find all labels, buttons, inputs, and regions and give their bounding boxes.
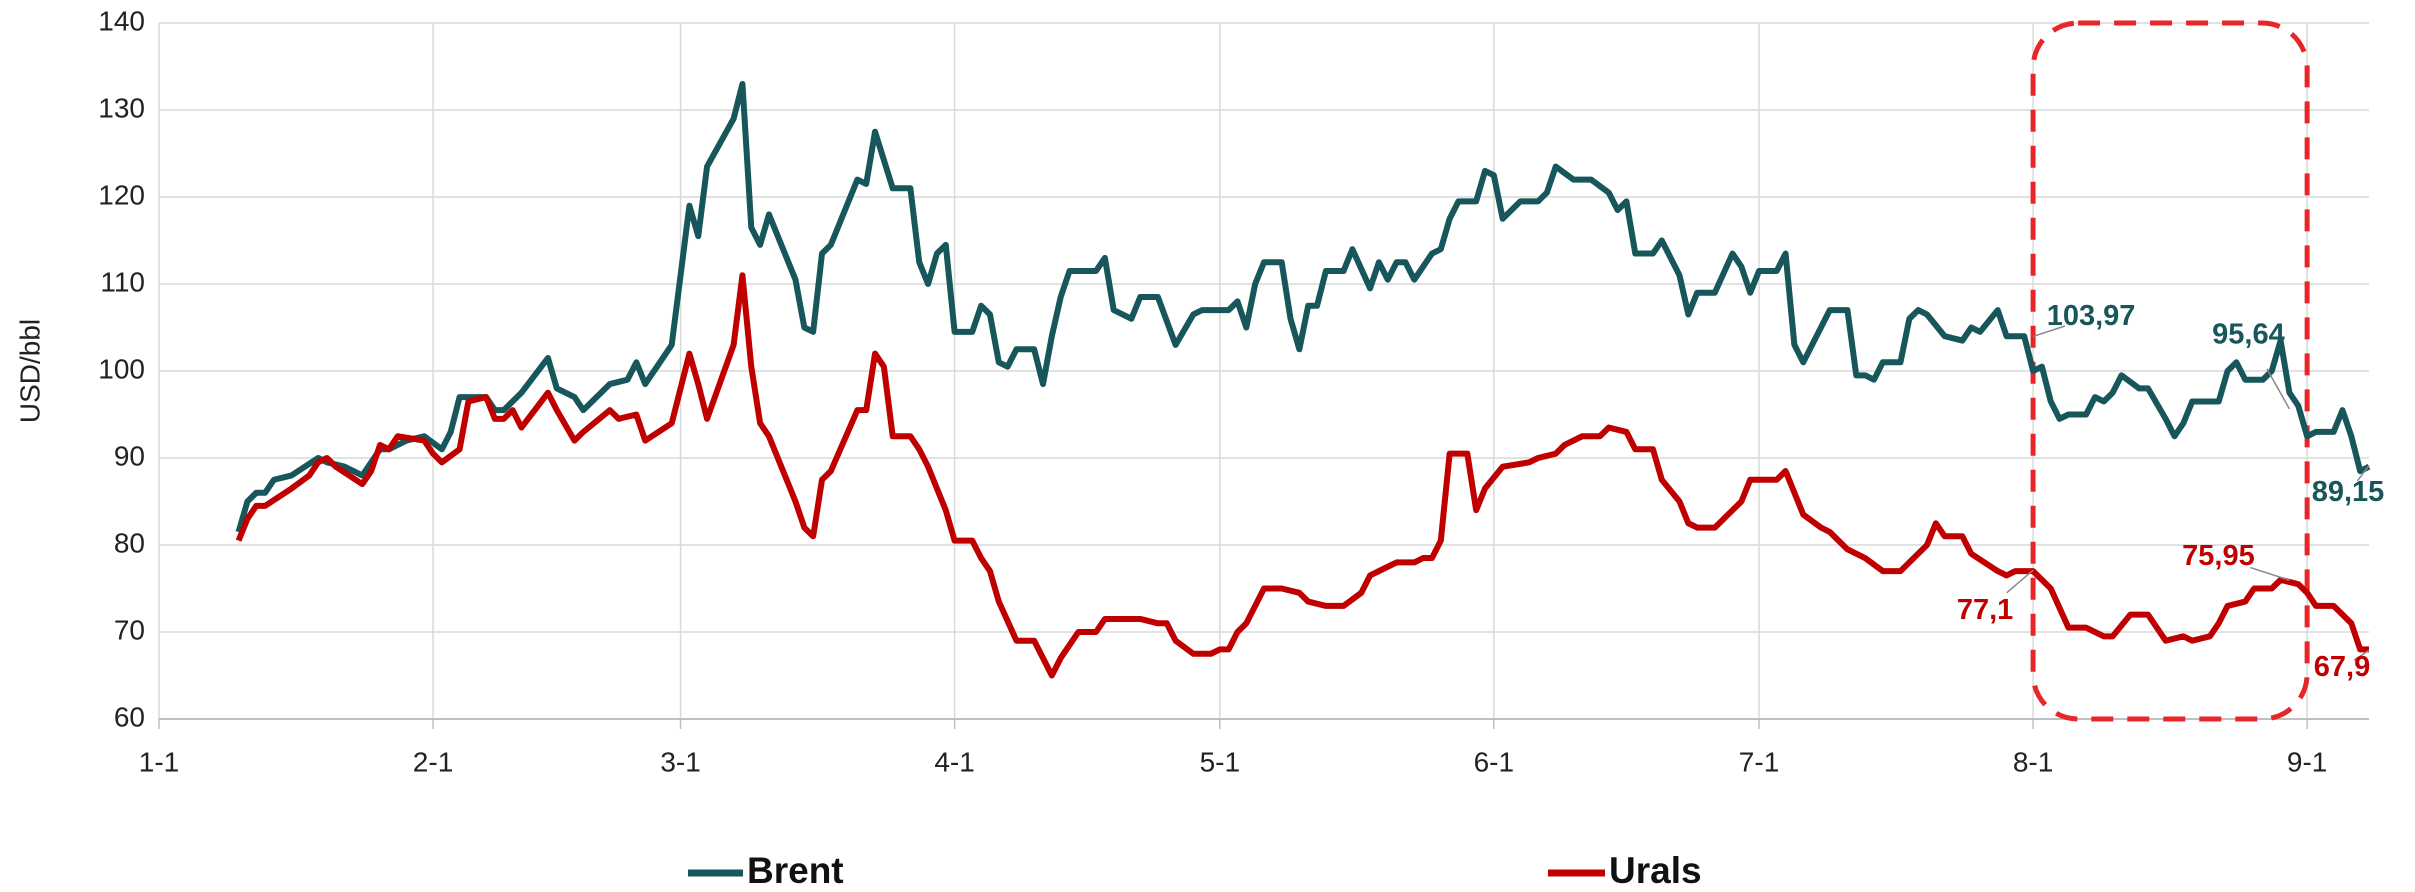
y-tick-label: 120	[98, 179, 145, 210]
series-line	[235, 80, 2371, 533]
annotation-leader	[2032, 325, 2066, 338]
annotation-label: 103,97	[2047, 300, 2136, 332]
y-tick-label: 70	[114, 614, 145, 645]
x-tick-label: 8-1	[2013, 746, 2053, 777]
legend-label: Urals	[1609, 850, 1702, 891]
y-tick-label: 140	[98, 5, 145, 36]
y-tick-label: 60	[114, 701, 145, 732]
x-tick-label: 2-1	[413, 746, 453, 777]
annotation-leader	[2006, 569, 2034, 594]
y-tick-label: 90	[114, 440, 145, 471]
annotation-leader	[2353, 649, 2370, 661]
annotation-label: 67,9	[2314, 651, 2370, 683]
series-line	[235, 272, 2369, 679]
y-tick-label: 100	[98, 353, 145, 384]
x-tick-label: 3-1	[660, 746, 700, 777]
annotation-leader	[2266, 368, 2291, 410]
annotation-leader	[2356, 464, 2370, 482]
y-tick-label: 110	[100, 266, 145, 297]
annotation-leader	[2250, 566, 2290, 581]
annotation-label: 89,15	[2312, 476, 2385, 508]
x-tick-label: 9-1	[2287, 746, 2327, 777]
y-axis-label: USD/bbl	[14, 319, 45, 423]
x-tick-label: 4-1	[934, 746, 974, 777]
annotation-label: 95,64	[2212, 319, 2285, 351]
annotation-label: 75,95	[2182, 540, 2255, 572]
legend-label: Brent	[747, 850, 844, 891]
x-tick-label: 6-1	[1474, 746, 1514, 777]
y-tick-label: 80	[114, 527, 145, 558]
x-tick-label: 7-1	[1739, 746, 1779, 777]
x-tick-label: 5-1	[1200, 746, 1240, 777]
x-tick-label: 1-1	[139, 746, 179, 777]
annotation-label: 77,1	[1957, 594, 2013, 626]
y-tick-label: 130	[98, 92, 145, 123]
